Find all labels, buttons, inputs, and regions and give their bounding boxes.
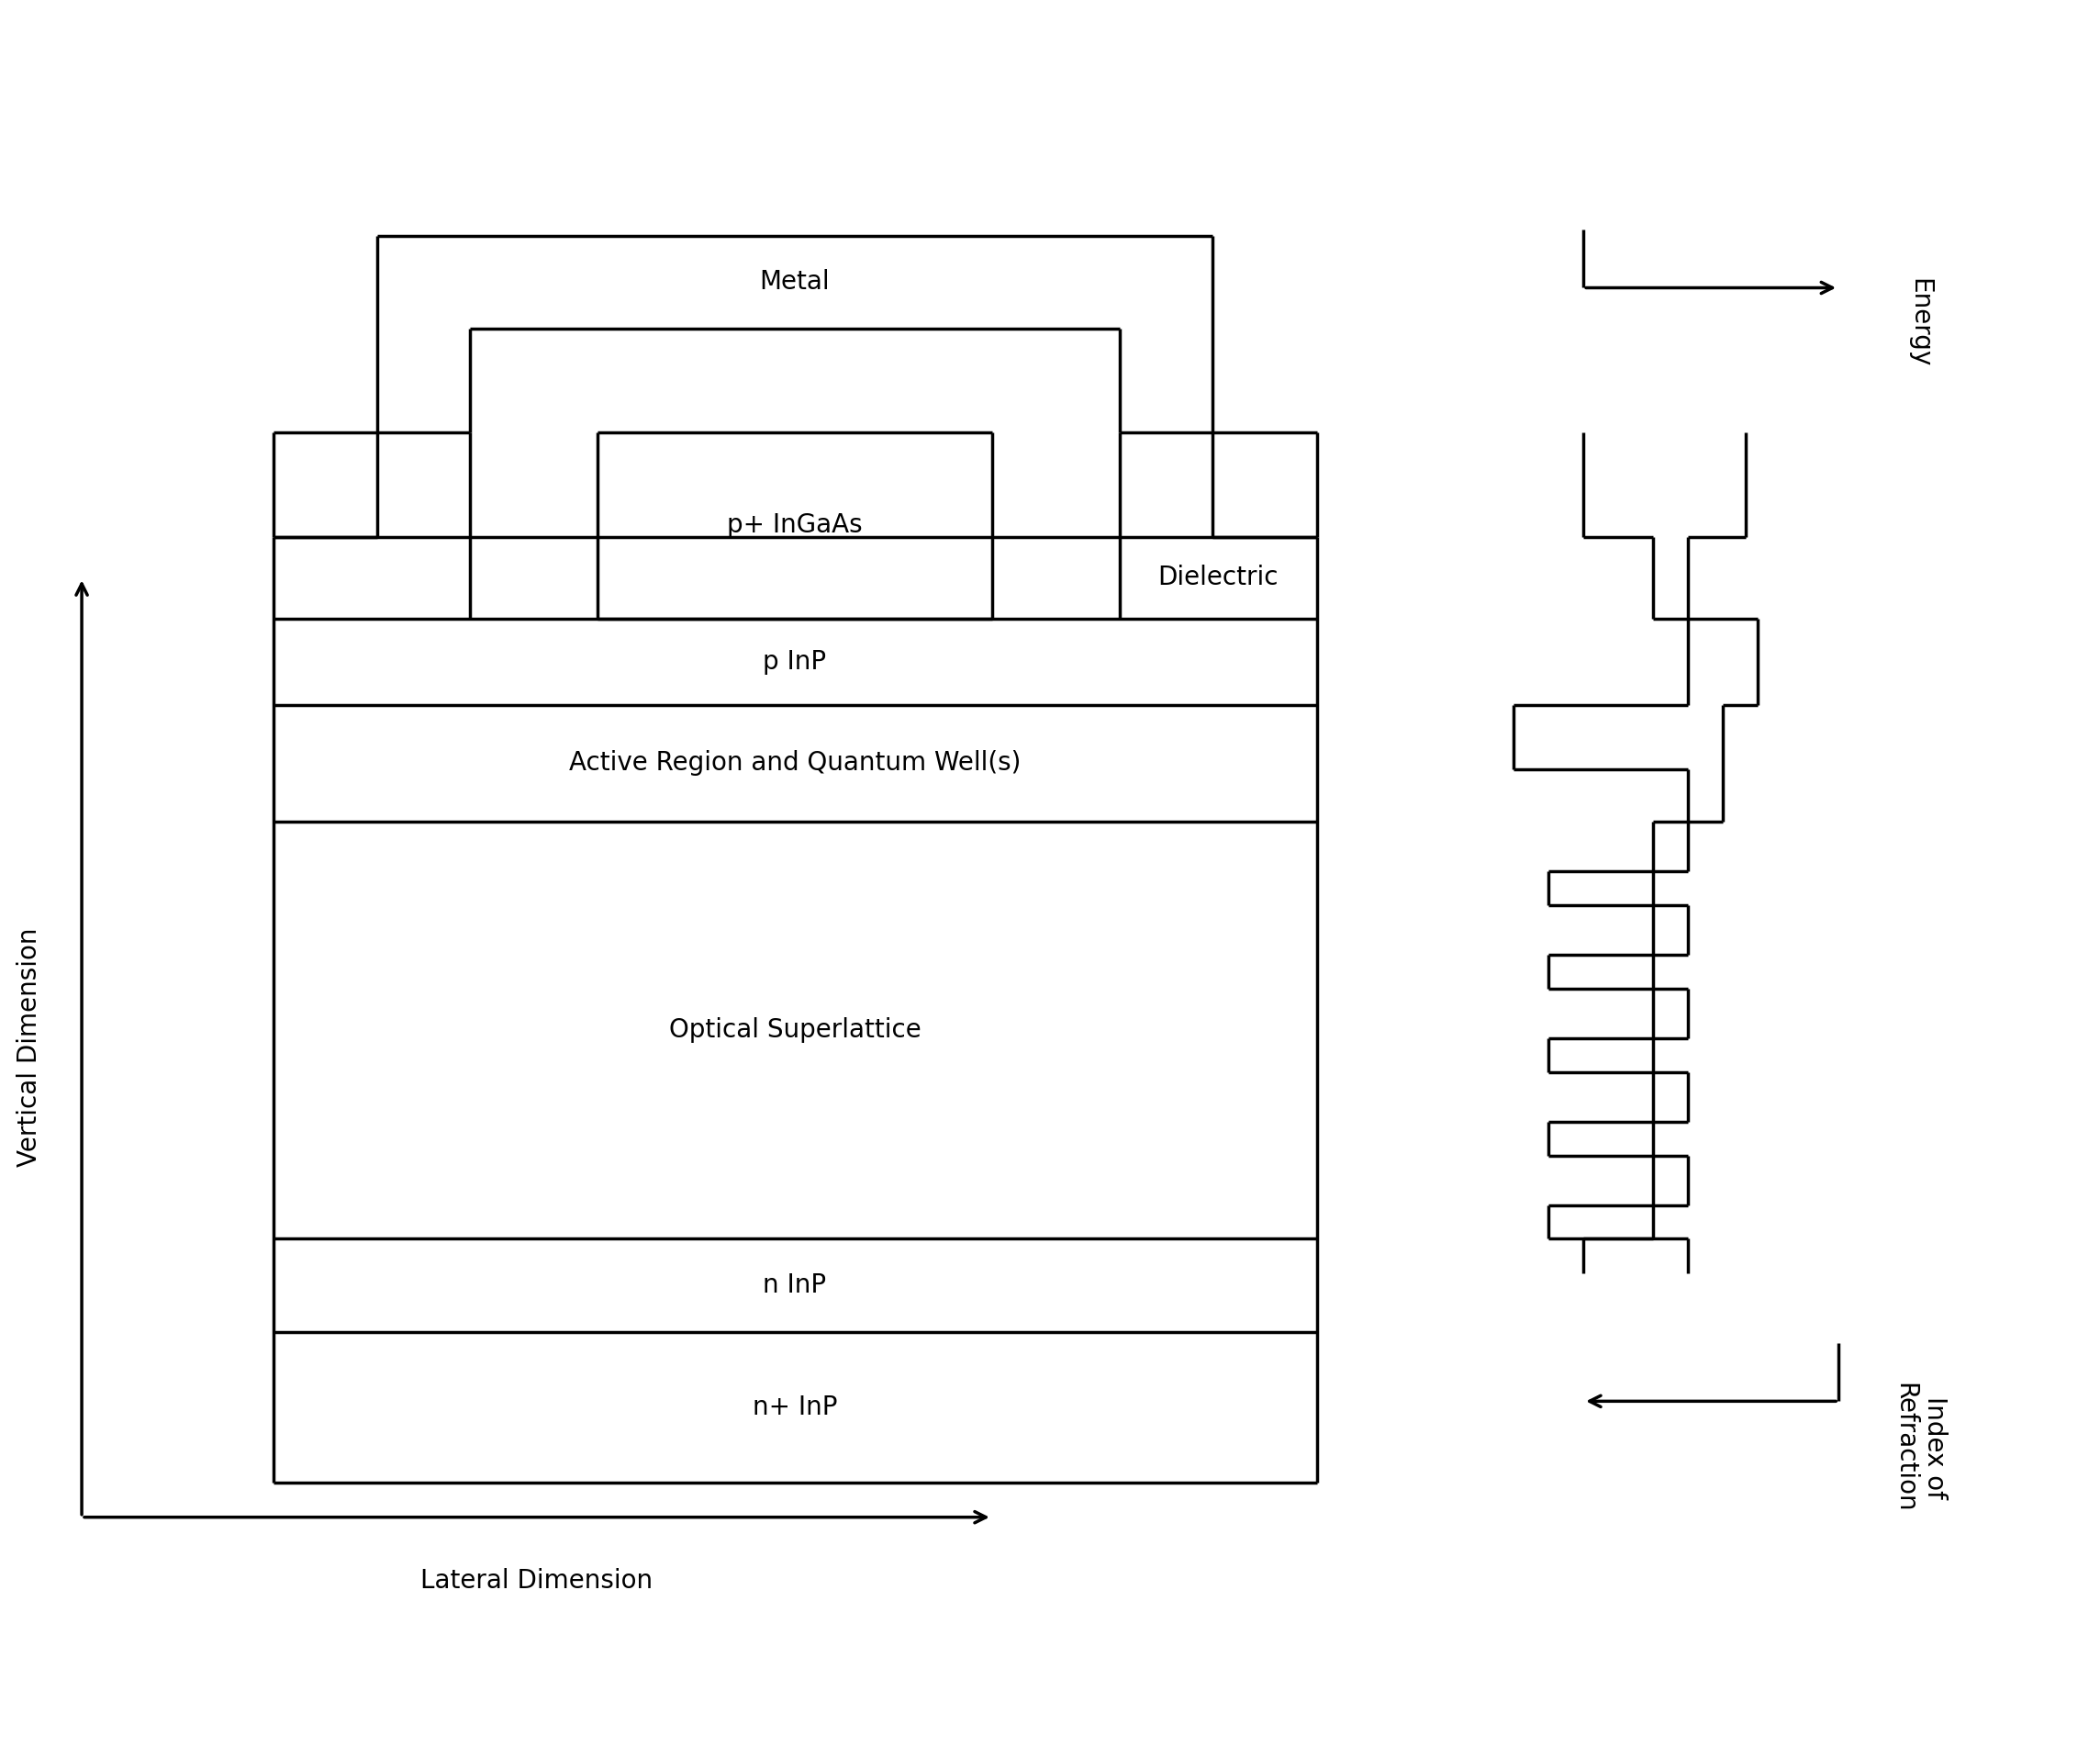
Text: Dielectric: Dielectric (1157, 564, 1279, 590)
Text: Optical Superlattice: Optical Superlattice (668, 1017, 922, 1043)
Text: Active Region and Quantum Well(s): Active Region and Quantum Well(s) (569, 751, 1021, 776)
Text: p InP: p InP (762, 648, 827, 674)
Text: Vertical Dimension: Vertical Dimension (17, 928, 42, 1167)
Text: Index of
Refraction: Index of Refraction (1892, 1382, 1947, 1513)
Text: n+ InP: n+ InP (752, 1394, 838, 1420)
Text: Metal: Metal (760, 269, 830, 295)
Text: p+ InGaAs: p+ InGaAs (727, 512, 863, 538)
Text: n InP: n InP (762, 1272, 827, 1298)
Text: Lateral Dimension: Lateral Dimension (420, 1569, 653, 1593)
Text: Energy: Energy (1907, 278, 1932, 367)
